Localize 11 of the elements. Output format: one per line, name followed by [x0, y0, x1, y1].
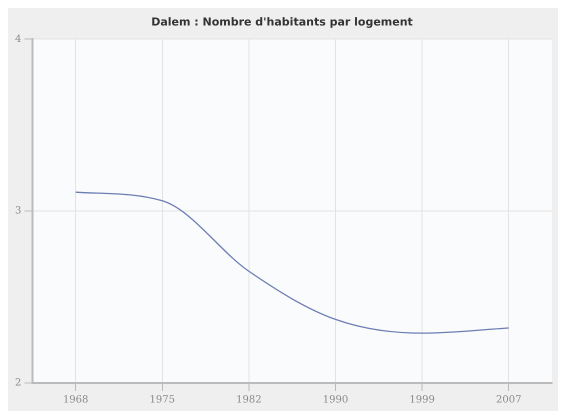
x-tick-label: 1999: [409, 394, 435, 406]
line-series: [75, 192, 510, 334]
x-tick-label: 1982: [236, 394, 262, 406]
y-tick-label: 4: [14, 34, 22, 45]
y-tick-label: 3: [14, 206, 22, 217]
x-tick-label: 1990: [322, 394, 348, 406]
chart-title: Dalem : Nombre d'habitants par logement: [151, 15, 413, 28]
x-tick-label: 2007: [496, 394, 522, 406]
y-tick-label: 2: [14, 378, 22, 389]
x-tick-label: 1968: [62, 394, 88, 406]
x-tick-label: 1975: [150, 394, 175, 406]
